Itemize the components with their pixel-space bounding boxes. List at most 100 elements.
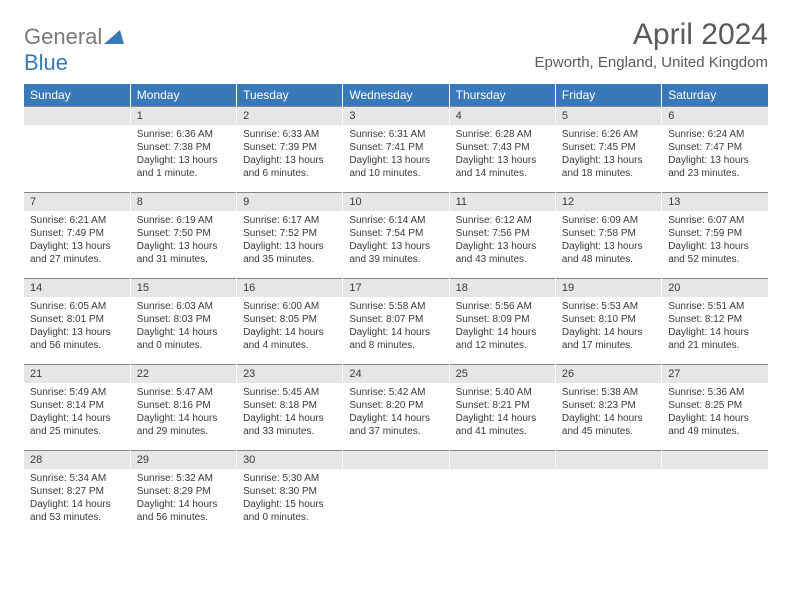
- page-title: April 2024: [535, 18, 768, 52]
- day-content-empty: [662, 469, 768, 478]
- calendar-cell: 29Sunrise: 5:32 AMSunset: 8:29 PMDayligh…: [130, 450, 236, 536]
- calendar-cell: 20Sunrise: 5:51 AMSunset: 8:12 PMDayligh…: [662, 278, 768, 364]
- sunrise-line: Sunrise: 5:42 AM: [349, 387, 425, 398]
- daylight-line: Daylight: 13 hours and 1 minute.: [137, 155, 218, 179]
- calendar-table: Sunday Monday Tuesday Wednesday Thursday…: [24, 84, 768, 536]
- sunrise-line: Sunrise: 5:34 AM: [30, 473, 106, 484]
- day-number: 11: [450, 192, 555, 211]
- day-number: 29: [131, 450, 236, 469]
- sunrise-line: Sunrise: 6:33 AM: [243, 129, 319, 140]
- calendar-cell: 8Sunrise: 6:19 AMSunset: 7:50 PMDaylight…: [130, 192, 236, 278]
- sunrise-line: Sunrise: 5:49 AM: [30, 387, 106, 398]
- sunrise-line: Sunrise: 6:09 AM: [562, 215, 638, 226]
- calendar-row: 7Sunrise: 6:21 AMSunset: 7:49 PMDaylight…: [24, 192, 768, 278]
- calendar-cell: 23Sunrise: 5:45 AMSunset: 8:18 PMDayligh…: [237, 364, 343, 450]
- sunrise-line: Sunrise: 6:26 AM: [562, 129, 638, 140]
- logo-blue: Blue: [24, 50, 68, 75]
- day-number: 14: [24, 278, 130, 297]
- day-content: Sunrise: 5:49 AMSunset: 8:14 PMDaylight:…: [24, 383, 130, 444]
- day-content-empty: [343, 469, 448, 478]
- day-content: Sunrise: 5:42 AMSunset: 8:20 PMDaylight:…: [343, 383, 448, 444]
- sunrise-line: Sunrise: 6:36 AM: [137, 129, 213, 140]
- calendar-cell: 16Sunrise: 6:00 AMSunset: 8:05 PMDayligh…: [237, 278, 343, 364]
- day-number: 17: [343, 278, 448, 297]
- calendar-row: 1 Sunrise: 6:36 AM Sunset: 7:38 PM Daylight…: [24, 106, 768, 192]
- day-number: 1: [131, 106, 236, 125]
- calendar-cell: 26Sunrise: 5:38 AMSunset: 8:23 PMDayligh…: [555, 364, 661, 450]
- calendar-cell: 10Sunrise: 6:14 AMSunset: 7:54 PMDayligh…: [343, 192, 449, 278]
- day-content: Sunrise: 6:31 AMSunset: 7:41 PMDaylight:…: [343, 125, 448, 186]
- calendar-cell: 1 Sunrise: 6:36 AM Sunset: 7:38 PM Daylight…: [130, 106, 236, 192]
- daylight-line: Daylight: 14 hours and 29 minutes.: [137, 413, 218, 437]
- logo-general: General: [24, 24, 102, 49]
- daylight-line: Daylight: 14 hours and 41 minutes.: [456, 413, 537, 437]
- calendar-cell: 24Sunrise: 5:42 AMSunset: 8:20 PMDayligh…: [343, 364, 449, 450]
- weekday-header: Thursday: [449, 84, 555, 106]
- calendar-cell: 14Sunrise: 6:05 AMSunset: 8:01 PMDayligh…: [24, 278, 130, 364]
- calendar-cell: 4Sunrise: 6:28 AMSunset: 7:43 PMDaylight…: [449, 106, 555, 192]
- day-content: Sunrise: 6:00 AMSunset: 8:05 PMDaylight:…: [237, 297, 342, 358]
- calendar-cell: 3Sunrise: 6:31 AMSunset: 7:41 PMDaylight…: [343, 106, 449, 192]
- sunset-line: Sunset: 8:14 PM: [30, 400, 104, 411]
- sunset-line: Sunset: 7:38 PM: [137, 142, 211, 153]
- day-number: 22: [131, 364, 236, 383]
- day-number-empty: [662, 450, 768, 469]
- sunset-line: Sunset: 7:39 PM: [243, 142, 317, 153]
- day-number: 10: [343, 192, 448, 211]
- daylight-line: Daylight: 13 hours and 52 minutes.: [668, 241, 749, 265]
- calendar-cell: 22Sunrise: 5:47 AMSunset: 8:16 PMDayligh…: [130, 364, 236, 450]
- daylight-line: Daylight: 13 hours and 35 minutes.: [243, 241, 324, 265]
- calendar-cell: [555, 450, 661, 536]
- daylight-line: Daylight: 13 hours and 6 minutes.: [243, 155, 324, 179]
- weekday-row: Sunday Monday Tuesday Wednesday Thursday…: [24, 84, 768, 106]
- day-number: 25: [450, 364, 555, 383]
- sunset-line: Sunset: 8:03 PM: [137, 314, 211, 325]
- calendar-cell: 17Sunrise: 5:58 AMSunset: 8:07 PMDayligh…: [343, 278, 449, 364]
- sunset-line: Sunset: 8:29 PM: [137, 486, 211, 497]
- calendar-row: 14Sunrise: 6:05 AMSunset: 8:01 PMDayligh…: [24, 278, 768, 364]
- day-content: Sunrise: 5:58 AMSunset: 8:07 PMDaylight:…: [343, 297, 448, 358]
- day-content: Sunrise: 6:05 AMSunset: 8:01 PMDaylight:…: [24, 297, 130, 358]
- daylight-line: Daylight: 13 hours and 27 minutes.: [30, 241, 111, 265]
- sunset-line: Sunset: 7:45 PM: [562, 142, 636, 153]
- calendar-cell: 9Sunrise: 6:17 AMSunset: 7:52 PMDaylight…: [237, 192, 343, 278]
- sunrise-line: Sunrise: 5:53 AM: [562, 301, 638, 312]
- day-number: 4: [450, 106, 555, 125]
- sunset-line: Sunset: 7:50 PM: [137, 228, 211, 239]
- day-number: 24: [343, 364, 448, 383]
- sunset-line: Sunset: 7:41 PM: [349, 142, 423, 153]
- weekday-header: Saturday: [662, 84, 768, 106]
- day-number: 15: [131, 278, 236, 297]
- day-content: Sunrise: 6:12 AMSunset: 7:56 PMDaylight:…: [450, 211, 555, 272]
- daylight-line: Daylight: 14 hours and 37 minutes.: [349, 413, 430, 437]
- day-content: Sunrise: 5:51 AMSunset: 8:12 PMDaylight:…: [662, 297, 768, 358]
- calendar-page: General Blue April 2024 Epworth, England…: [0, 0, 792, 554]
- weekday-header: Friday: [555, 84, 661, 106]
- calendar-row: 28Sunrise: 5:34 AMSunset: 8:27 PMDayligh…: [24, 450, 768, 536]
- daylight-line: Daylight: 13 hours and 48 minutes.: [562, 241, 643, 265]
- daylight-line: Daylight: 13 hours and 14 minutes.: [456, 155, 537, 179]
- day-number: 7: [24, 192, 130, 211]
- sunrise-line: Sunrise: 6:21 AM: [30, 215, 106, 226]
- sunrise-line: Sunrise: 6:12 AM: [456, 215, 532, 226]
- day-number: 21: [24, 364, 130, 383]
- calendar-cell: 2Sunrise: 6:33 AMSunset: 7:39 PMDaylight…: [237, 106, 343, 192]
- calendar-cell: 7Sunrise: 6:21 AMSunset: 7:49 PMDaylight…: [24, 192, 130, 278]
- calendar-cell: 5Sunrise: 6:26 AMSunset: 7:45 PMDaylight…: [555, 106, 661, 192]
- sunrise-line: Sunrise: 5:36 AM: [668, 387, 744, 398]
- sunset-line: Sunset: 8:21 PM: [456, 400, 530, 411]
- day-content-empty: [450, 469, 555, 478]
- day-content: Sunrise: 6:17 AMSunset: 7:52 PMDaylight:…: [237, 211, 342, 272]
- calendar-cell: 30Sunrise: 5:30 AMSunset: 8:30 PMDayligh…: [237, 450, 343, 536]
- calendar-cell: 18Sunrise: 5:56 AMSunset: 8:09 PMDayligh…: [449, 278, 555, 364]
- day-content: Sunrise: 6:03 AMSunset: 8:03 PMDaylight:…: [131, 297, 236, 358]
- sunset-line: Sunset: 7:52 PM: [243, 228, 317, 239]
- daylight-line: Daylight: 14 hours and 53 minutes.: [30, 499, 111, 523]
- day-number: 27: [662, 364, 768, 383]
- day-number-empty: [556, 450, 661, 469]
- day-number: 19: [556, 278, 661, 297]
- day-content: Sunrise: 6:24 AMSunset: 7:47 PMDaylight:…: [662, 125, 768, 186]
- sunset-line: Sunset: 8:01 PM: [30, 314, 104, 325]
- sunset-line: Sunset: 7:43 PM: [456, 142, 530, 153]
- sunset-line: Sunset: 8:18 PM: [243, 400, 317, 411]
